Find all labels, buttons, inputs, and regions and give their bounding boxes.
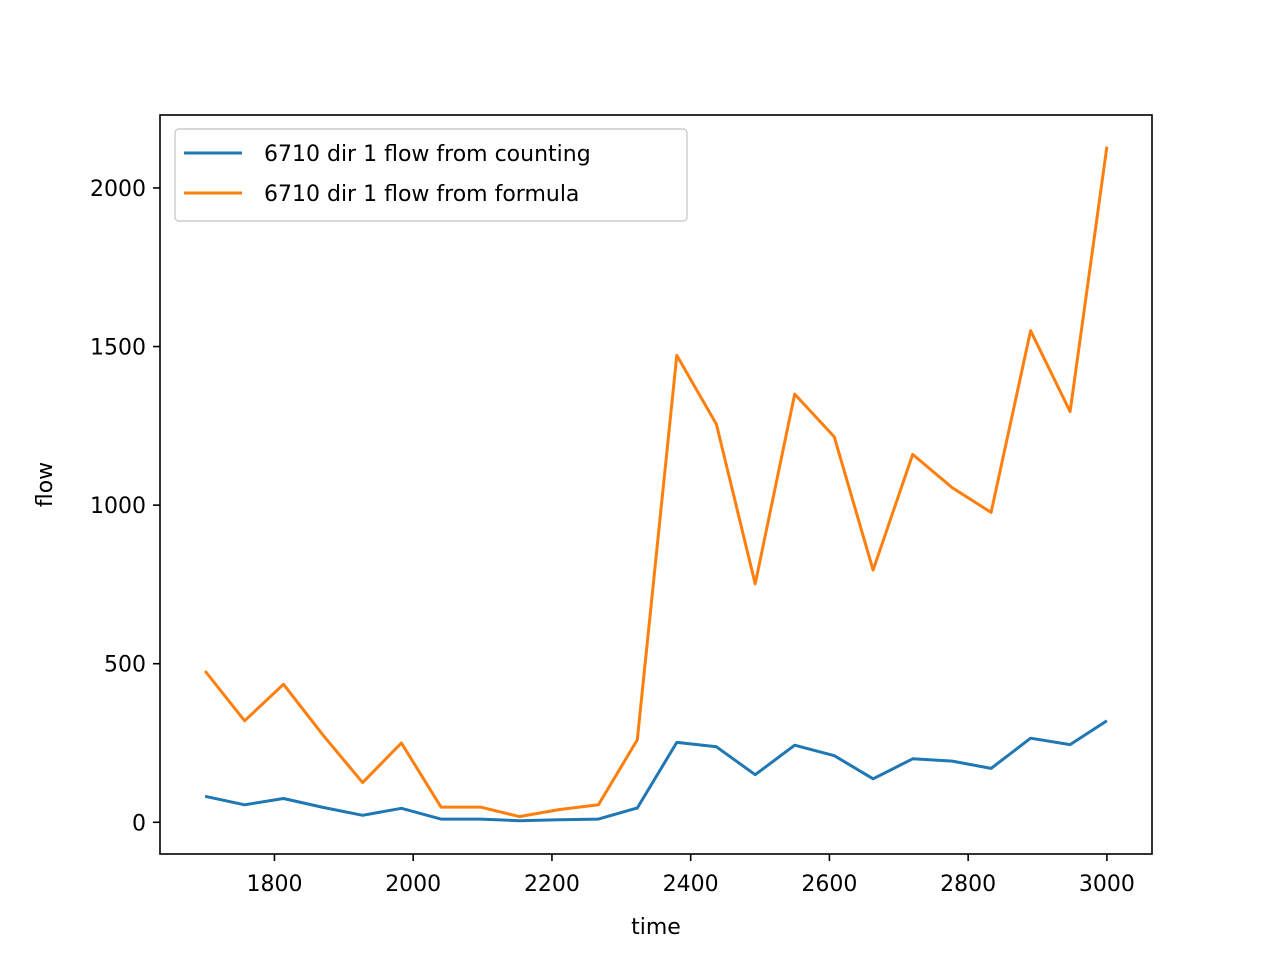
legend: 6710 dir 1 flow from counting 6710 dir 1 … — [174, 128, 688, 222]
x-axis-ticks: 1800 2000 2200 2400 2600 2800 3000 — [246, 854, 1135, 897]
y-axis-ticks: 0 500 1000 1500 2000 — [90, 177, 160, 836]
legend-items: 6710 dir 1 flow from counting 6710 dir 1 … — [184, 142, 591, 207]
x-axis-label: time — [631, 915, 681, 940]
y-tick-label: 1500 — [90, 336, 146, 361]
y-tick-label: 500 — [104, 653, 146, 678]
series-line-1 — [204, 719, 1108, 823]
y-tick-label: 2000 — [90, 177, 146, 202]
x-tick-label: 1800 — [246, 872, 302, 897]
y-tick-label: 1000 — [90, 494, 146, 519]
x-tick-label: 2200 — [524, 872, 580, 897]
x-tick-label: 2400 — [663, 872, 719, 897]
x-tick-label: 3000 — [1079, 872, 1135, 897]
y-tick-label: 0 — [132, 811, 146, 836]
legend-label-2: 6710 dir 1 flow from formula — [264, 182, 579, 207]
x-tick-label: 2600 — [801, 872, 857, 897]
plot-lines — [203, 146, 1109, 823]
legend-label-1: 6710 dir 1 flow from counting — [264, 142, 591, 167]
y-axis-label: flow — [33, 462, 58, 507]
x-tick-label: 2800 — [940, 872, 996, 897]
plot-frame — [159, 114, 1153, 855]
x-tick-label: 2000 — [385, 872, 441, 897]
series-line-2 — [203, 146, 1109, 819]
legend-box — [174, 128, 688, 222]
